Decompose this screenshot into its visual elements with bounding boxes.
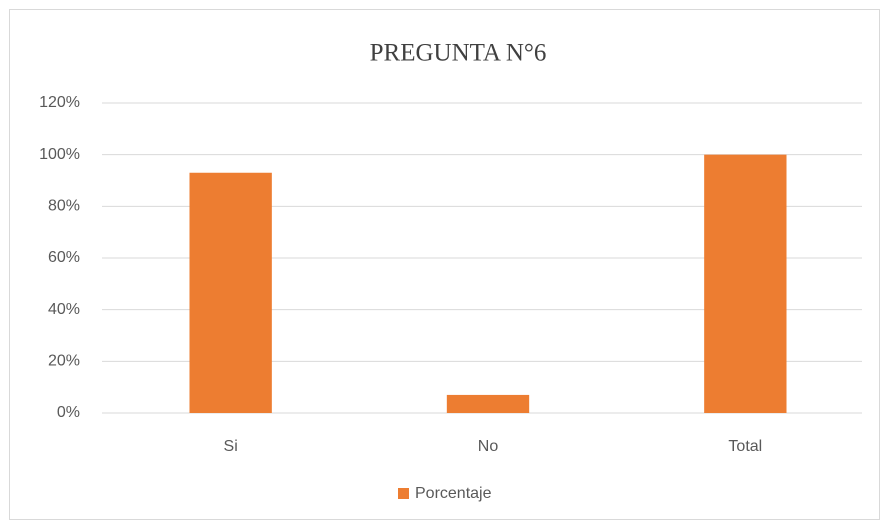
y-tick-label: 80% [48,198,80,215]
bar [189,172,272,413]
y-tick-label: 60% [48,249,80,266]
bar [704,154,787,413]
y-tick-label: 120% [39,94,80,111]
y-tick-label: 20% [48,353,80,370]
bar [446,394,530,413]
x-tick-label: Si [224,438,238,455]
legend-swatch [398,488,409,499]
legend-label: Porcentaje [415,485,492,502]
x-tick-label: Total [728,438,762,455]
y-tick-label: 100% [39,146,80,163]
x-tick-label: No [478,438,499,455]
y-tick-label: 0% [57,404,80,421]
chart-title: PREGUNTA N°6 [370,40,547,67]
y-tick-label: 40% [48,301,80,318]
